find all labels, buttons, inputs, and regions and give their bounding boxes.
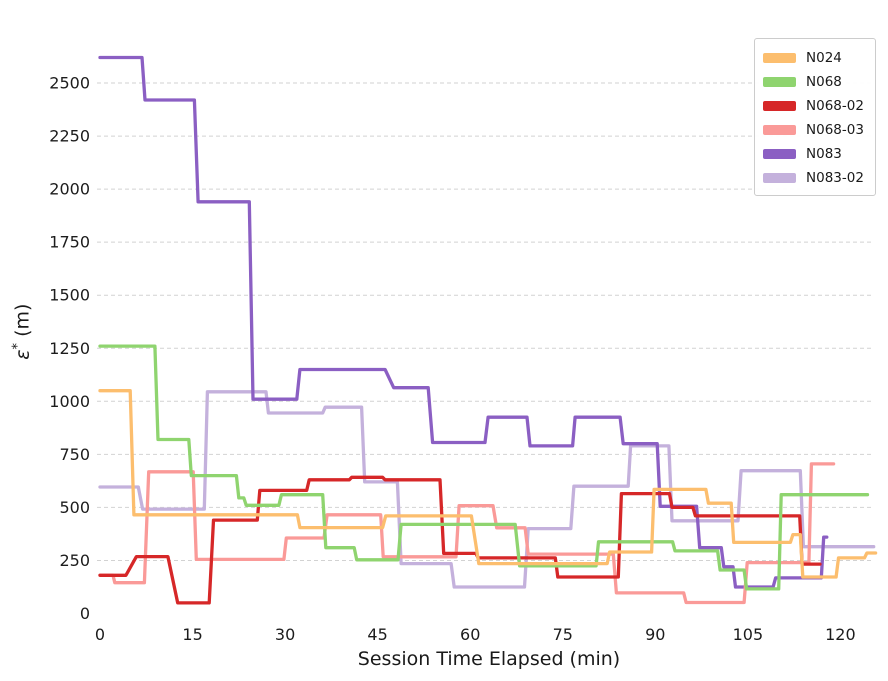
legend-item-N068: N068 <box>763 70 867 94</box>
series-line-N068-02 <box>98 475 822 605</box>
legend-item-N068-02: N068-02 <box>763 94 867 118</box>
x-tick-label-15: 15 <box>182 625 202 644</box>
y-tick-label-750: 750 <box>59 445 90 464</box>
x-tick-label-90: 90 <box>645 625 665 644</box>
x-tick-label-105: 105 <box>733 625 764 644</box>
y-tick-label-1500: 1500 <box>49 286 90 305</box>
y-tick-label-1250: 1250 <box>49 339 90 358</box>
legend-label-N068-03: N068-03 <box>806 122 864 138</box>
legend-label-N083-02: N083-02 <box>806 170 864 186</box>
legend-swatch-N083 <box>763 149 796 159</box>
y-tick-label-1750: 1750 <box>49 233 90 252</box>
legend-item-N083: N083 <box>763 142 867 166</box>
legend-swatch-N068 <box>763 77 796 87</box>
y-tick-label-0: 0 <box>80 604 90 623</box>
legend-item-N083-02: N083-02 <box>763 166 867 190</box>
series-line-N068 <box>98 344 870 591</box>
y-tick-label-2250: 2250 <box>49 127 90 146</box>
legend-swatch-N024 <box>763 53 796 63</box>
epsilon-symbol: ε <box>11 349 34 360</box>
y-tick-label-2500: 2500 <box>49 74 90 93</box>
x-tick-label-75: 75 <box>553 625 573 644</box>
y-axis-unit: (m) <box>11 303 34 343</box>
x-tick-label-30: 30 <box>275 625 295 644</box>
legend-label-N083: N083 <box>806 146 842 162</box>
y-tick-label-2000: 2000 <box>49 180 90 199</box>
x-axis-label: Session Time Elapsed (min) <box>357 648 621 670</box>
legend-label-N024: N024 <box>806 50 842 66</box>
x-tick-label-120: 120 <box>825 625 856 644</box>
legend-item-N068-03: N068-03 <box>763 118 867 142</box>
legend-label-N068: N068 <box>806 74 842 90</box>
y-tick-label-250: 250 <box>59 551 90 570</box>
y-tick-label-1000: 1000 <box>49 392 90 411</box>
epsilon-star-superscript: * <box>10 342 26 350</box>
series-line-N068-03 <box>98 462 836 605</box>
legend-label-N068-02: N068-02 <box>806 98 864 114</box>
series-line-N083 <box>98 55 829 589</box>
y-axis-label: ε* (m) <box>10 252 33 412</box>
legend-swatch-N083-02 <box>763 173 796 183</box>
series-line-N083-02 <box>98 390 876 589</box>
x-tick-label-45: 45 <box>367 625 387 644</box>
x-tick-label-0: 0 <box>95 625 105 644</box>
legend: N024 N068 N068-02 N068-03 N083 N083-02 <box>754 38 876 196</box>
legend-swatch-N068-03 <box>763 125 796 135</box>
x-tick-label-60: 60 <box>460 625 480 644</box>
series-line-N024 <box>98 389 878 579</box>
y-tick-label-500: 500 <box>59 498 90 517</box>
legend-swatch-N068-02 <box>763 101 796 111</box>
legend-item-N024: N024 <box>763 46 867 70</box>
